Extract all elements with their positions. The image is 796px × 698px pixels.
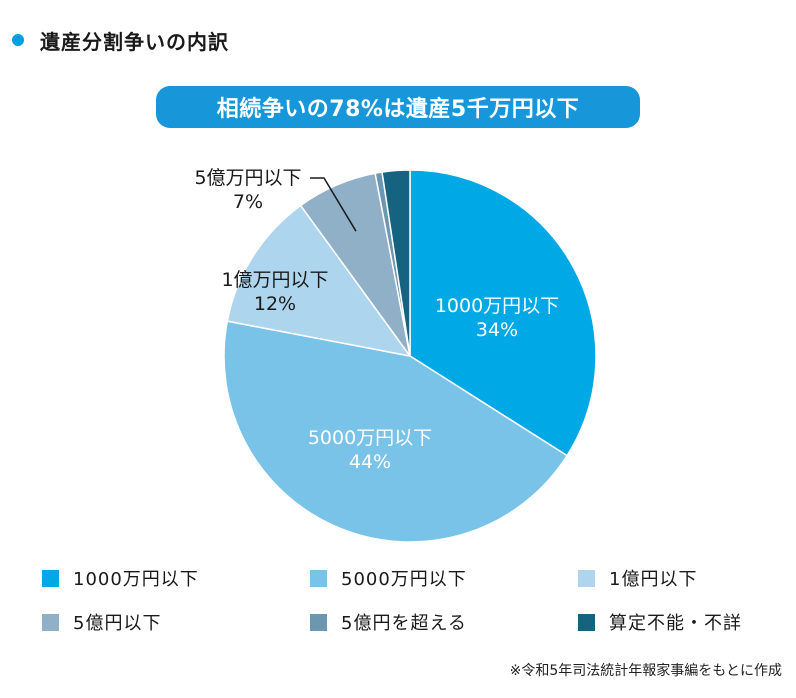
legend-swatch [310, 569, 327, 587]
slice-category-label: 1000万円以下 [435, 295, 559, 317]
legend-label: 5000万円以下 [341, 569, 467, 590]
legend-label: 1000万円以下 [73, 569, 199, 590]
slice-category-label: 5億万円以下 [194, 167, 301, 189]
slice-percent-label: 12% [254, 293, 296, 315]
legend-swatch [310, 613, 327, 631]
headline-banner: 相続争いの78%は遺産5千万円以下 [156, 86, 640, 128]
pie-slice [381, 169, 411, 357]
legend-item: 算定不能・不詳 [578, 610, 782, 634]
legend-swatch [578, 613, 595, 631]
legend-label: 算定不能・不詳 [609, 613, 742, 634]
pie-slice [223, 320, 569, 543]
legend-label: 1億円以下 [609, 569, 698, 590]
bullet-icon [12, 34, 24, 46]
legend-label: 5億円を超える [341, 613, 467, 634]
pie-slice [226, 204, 412, 358]
section-title: 遺産分割争いの内訳 [40, 29, 229, 54]
legend-swatch [42, 569, 59, 587]
slice-percent-label: 7% [233, 191, 263, 213]
legend-item: 5億円を超える [310, 610, 578, 634]
slice-percent-label: 34% [476, 319, 518, 341]
legend-item: 1億円以下 [578, 566, 782, 590]
slice-percent-label: 44% [349, 451, 391, 473]
pie-slice [409, 169, 597, 457]
slice-category-label: 5000万円以下 [308, 427, 432, 449]
section-header: 遺産分割争いの内訳 [12, 26, 229, 54]
legend-swatch [42, 613, 59, 631]
chart-legend: 1000万円以下 5000万円以下 1億円以下 5億円以下 5億円を超える 算定不能・不詳 [42, 566, 782, 634]
slice-category-label: 1億万円以下 [221, 269, 328, 291]
legend-swatch [578, 569, 595, 587]
legend-item: 5000万円以下 [310, 566, 578, 590]
legend-item: 5億円以下 [42, 610, 310, 634]
leader-line [310, 177, 357, 232]
legend-item: 1000万円以下 [42, 566, 310, 590]
legend-label: 5億円以下 [73, 613, 162, 634]
source-note: ※令和5年司法統計年報家事編をもとに作成 [509, 663, 782, 679]
